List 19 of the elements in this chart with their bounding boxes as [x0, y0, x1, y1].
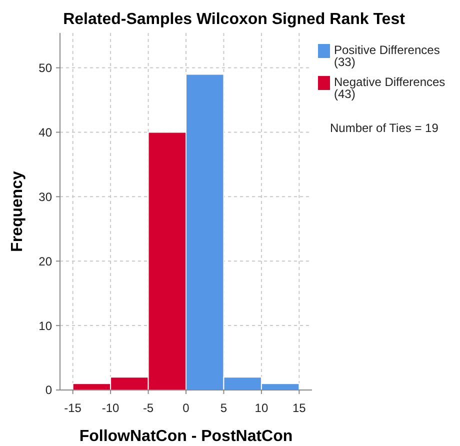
y-tick-label: 20 [38, 254, 52, 268]
legend-label: Negative Differences (43) [334, 75, 446, 101]
y-axis-title: Frequency [9, 170, 26, 252]
x-tick-label: 5 [220, 401, 228, 415]
x-axis-title: FollowNatCon - PostNatCon [79, 428, 293, 445]
x-tick-label: 10 [254, 401, 268, 415]
x-tick-label: 15 [292, 401, 306, 415]
text: Number of Ties = 19 [330, 121, 439, 135]
x-tick-label: -5 [142, 401, 154, 415]
y-tick-label: 0 [45, 383, 52, 398]
y-tick-label: 10 [38, 318, 52, 333]
x-tick-label: -15 [64, 401, 82, 415]
y-tick-label: 40 [38, 125, 52, 140]
y-tick-label: 30 [38, 190, 52, 204]
chart-title: Related-Samples Wilcoxon Signed Rank Test [63, 11, 406, 28]
legend-label: Positive Differences (33) [334, 43, 440, 69]
x-tick-label: 0 [182, 401, 190, 415]
x-tick-label: -10 [102, 401, 120, 415]
y-tick-label: 50 [38, 61, 52, 75]
